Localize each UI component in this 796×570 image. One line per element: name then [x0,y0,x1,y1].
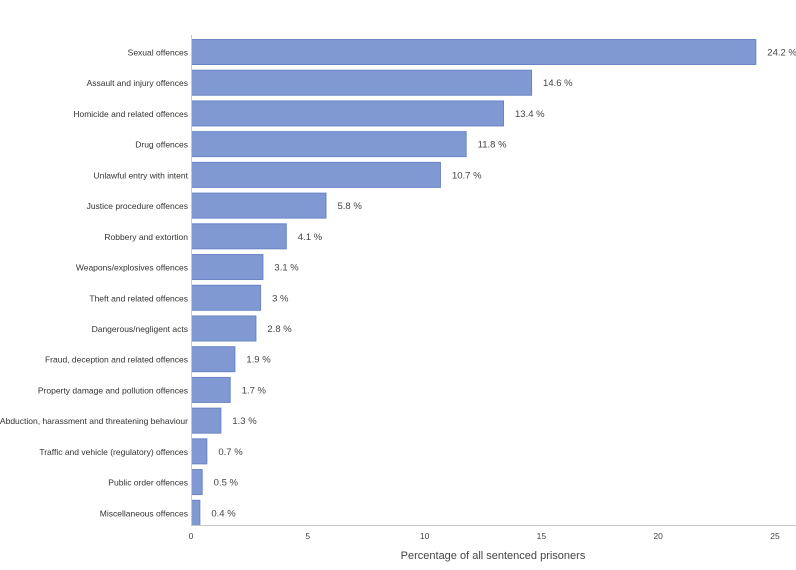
bar-row: Weapons/explosives offences 3.1 % [76,254,299,281]
category-label: Sexual offences [128,48,188,58]
bar-row: Homicide and related offences 13.4 % [73,100,545,127]
data-label: 5.8 % [337,201,362,212]
bar-row: Drug offences 11.8 % [135,131,507,158]
data-label: 14.6 % [543,78,573,89]
bar-row: Traffic and vehicle (regulatory) offence… [39,438,243,465]
bar[interactable] [191,223,287,250]
bar-row: Property damage and pollution offences 1.… [38,376,267,403]
category-label: Assault and injury offences [87,78,188,88]
x-tick-label: 5 [305,531,310,541]
x-tick-label: 25 [770,531,780,541]
data-label: 10.7 % [452,170,482,181]
category-label: Robbery and extortion [104,232,188,242]
bar[interactable] [191,69,533,96]
category-label: Abduction, harassment and threatening be… [0,416,188,426]
category-label: Public order offences [108,478,188,488]
bar-row: Theft and related offences 3 % [89,284,289,311]
x-tick-label: 0 [189,531,194,541]
category-label: Miscellaneous offences [100,508,188,518]
bar[interactable] [191,376,231,403]
data-label: 2.8 % [267,324,292,335]
category-label: Drug offences [135,140,188,150]
bar-row: Sexual offences 24.2 % [128,39,796,65]
data-label: 1.9 % [246,355,271,366]
bar[interactable] [191,254,264,281]
bars-group: Sexual offences 24.2 % Assault and injury … [0,39,796,526]
x-axis-title: Percentage of all sentenced prisoners [401,550,586,562]
category-label: Justice procedure offences [87,201,188,211]
data-label: 1.3 % [232,416,257,427]
data-label: 1.7 % [242,385,267,396]
category-label: Fraud, deception and related offences [45,355,188,365]
bar-row: Abduction, harassment and threatening be… [0,407,257,434]
data-label: 4.1 % [298,232,323,243]
data-label: 0.7 % [218,447,243,458]
bar[interactable] [191,284,262,311]
bar-row: Miscellaneous offences 0.4 % [100,499,236,526]
bar[interactable] [191,315,257,342]
bar-row: Dangerous/negligent acts 2.8 % [92,315,292,342]
bar[interactable] [191,438,208,465]
data-label: 24.2 % [767,48,796,59]
category-label: Weapons/explosives offences [76,263,188,273]
data-label: 3.1 % [274,263,299,274]
bar-row: Robbery and extortion 4.1 % [104,223,323,250]
bar-row: Unlawful entry with intent 10.7 % [94,161,482,188]
bar[interactable] [191,39,757,65]
category-label: Theft and related offences [89,293,188,303]
bar[interactable] [191,100,505,127]
bar[interactable] [191,469,203,496]
bar[interactable] [191,499,201,526]
bar[interactable] [191,131,467,158]
bar-row: Fraud, deception and related offences 1.9… [45,346,271,373]
bar-row: Justice procedure offences 5.8 % [87,192,362,219]
data-label: 11.8 % [478,140,507,151]
data-label: 0.5 % [214,478,239,489]
data-label: 13.4 % [515,109,545,120]
bar[interactable] [191,346,236,373]
x-tick-label: 10 [420,531,430,541]
category-label: Traffic and vehicle (regulatory) offence… [39,447,188,457]
bar[interactable] [191,192,327,219]
bar-row: Assault and injury offences 14.6 % [87,69,573,96]
bar[interactable] [191,161,441,188]
data-label: 3 % [272,293,289,304]
data-label: 0.4 % [211,508,236,519]
bar-row: Public order offences 0.5 % [108,469,239,496]
category-label: Dangerous/negligent acts [92,324,188,334]
category-label: Property damage and pollution offences [38,385,188,395]
category-label: Homicide and related offences [73,109,188,119]
x-tick-label: 20 [653,531,663,541]
category-label: Unlawful entry with intent [94,170,189,180]
bar[interactable] [191,407,222,434]
x-ticks-group: 0 5 10 15 20 25 [189,531,780,541]
x-tick-label: 15 [537,531,547,541]
